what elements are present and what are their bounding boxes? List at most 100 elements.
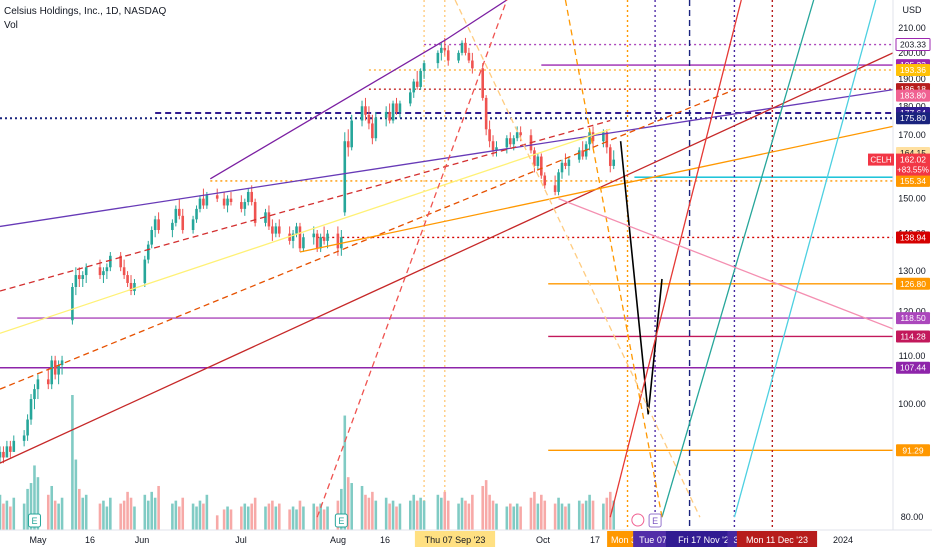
last-price-tag	[896, 153, 930, 176]
volume-bar	[553, 503, 557, 530]
trend-line	[454, 0, 701, 518]
price-tag	[896, 231, 930, 244]
volume-bar	[443, 491, 447, 530]
candle-body	[288, 233, 291, 241]
price-tick-label: 170.00	[898, 130, 926, 140]
time-tick-label: Aug	[330, 535, 346, 545]
candle-body	[198, 198, 202, 209]
candle-body	[409, 92, 412, 104]
price-axis: 80.00100.00110.00120.00130.00140.00150.0…	[892, 0, 932, 550]
price-tag-label: 164.15	[900, 148, 926, 158]
candle-body	[174, 208, 178, 223]
candle-body	[126, 275, 129, 283]
candle-body	[271, 226, 274, 234]
volume-bar	[322, 509, 326, 530]
candle-body	[567, 159, 571, 166]
candle-body	[412, 81, 416, 93]
volume-bar	[50, 485, 54, 530]
candle-body	[22, 435, 26, 441]
time-tick-label: 16	[380, 535, 390, 545]
last-price-change: +83.55%	[897, 166, 929, 175]
volume-bar	[519, 506, 522, 530]
price-tag	[896, 330, 930, 343]
earnings-marker	[27, 513, 41, 528]
price-tick-label: 210.00	[898, 23, 926, 33]
volume-bar	[412, 494, 416, 530]
price-tag	[896, 312, 930, 325]
candle-body	[277, 226, 281, 234]
volume-bar	[467, 503, 471, 530]
date-tag-label: Mon 11 Dec '23	[746, 535, 808, 545]
volume-bar	[422, 500, 426, 530]
candle-body	[540, 156, 543, 176]
volume-bar	[577, 500, 581, 530]
candle-body	[133, 282, 136, 292]
time-tick-label: Jun	[135, 535, 150, 545]
trend-line	[609, 0, 742, 518]
candle-body	[543, 175, 547, 186]
candle-body	[591, 132, 595, 142]
volume-bar	[464, 500, 467, 530]
price-tag-label: 183.80	[900, 91, 926, 101]
volume-bar	[602, 503, 605, 530]
volume-bar	[374, 500, 378, 530]
trend-line	[444, 0, 508, 41]
candle-body	[157, 219, 160, 231]
candle-body	[9, 446, 12, 452]
candle-body	[364, 106, 367, 115]
candle-body	[367, 114, 371, 124]
candle-body	[267, 212, 271, 227]
candle-body	[326, 233, 329, 241]
candle-body	[2, 451, 5, 458]
volume-bar	[288, 509, 291, 530]
candle-body	[191, 219, 195, 231]
volume-bar	[388, 503, 391, 530]
volume-bar	[457, 503, 460, 530]
price-tag	[896, 112, 930, 125]
candle-body	[350, 120, 353, 148]
price-tag-label: 126.80	[900, 279, 926, 289]
candle-body	[446, 50, 450, 61]
candle-body	[577, 150, 581, 160]
volume-bar	[491, 500, 495, 530]
candle-body	[608, 147, 612, 166]
candle-body	[443, 47, 447, 51]
price-tag-label: 175.80	[900, 113, 926, 123]
candle-body	[78, 275, 81, 280]
candle-body	[295, 226, 298, 234]
candle-body	[119, 255, 122, 268]
volume-bar	[536, 503, 540, 530]
candle-body	[457, 52, 460, 61]
price-tag	[896, 89, 930, 102]
volume-bar	[222, 509, 226, 530]
volume-bar	[9, 506, 12, 530]
volume-bar	[529, 497, 533, 530]
candle-body	[488, 129, 491, 142]
volume-bar	[146, 500, 150, 530]
candle-body	[226, 198, 229, 206]
volume-bar	[298, 500, 302, 530]
volume-bar	[195, 506, 198, 530]
price-tag	[896, 444, 930, 457]
candle-body	[464, 42, 467, 53]
candle-body	[346, 141, 350, 148]
symbol-tag-label: CELH	[870, 156, 892, 165]
candle-body	[202, 198, 205, 206]
price-tick-label: 80.00	[901, 512, 924, 522]
volume-bar	[253, 497, 257, 530]
candles	[0, 37, 616, 464]
volume-bar	[588, 494, 591, 530]
volume-bar	[5, 500, 9, 530]
trend-lines	[0, 0, 894, 518]
volume-bar	[395, 506, 398, 530]
trend-line	[0, 52, 894, 464]
candle-body	[71, 286, 74, 321]
candle-body	[553, 185, 557, 192]
candle-body	[274, 226, 278, 234]
date-tag-label: Thu 07 Sep '23	[425, 535, 486, 545]
trend-line	[564, 0, 663, 518]
volume-bar	[581, 503, 584, 530]
candle-body	[536, 156, 540, 166]
price-tag-label: 91.29	[902, 445, 924, 455]
